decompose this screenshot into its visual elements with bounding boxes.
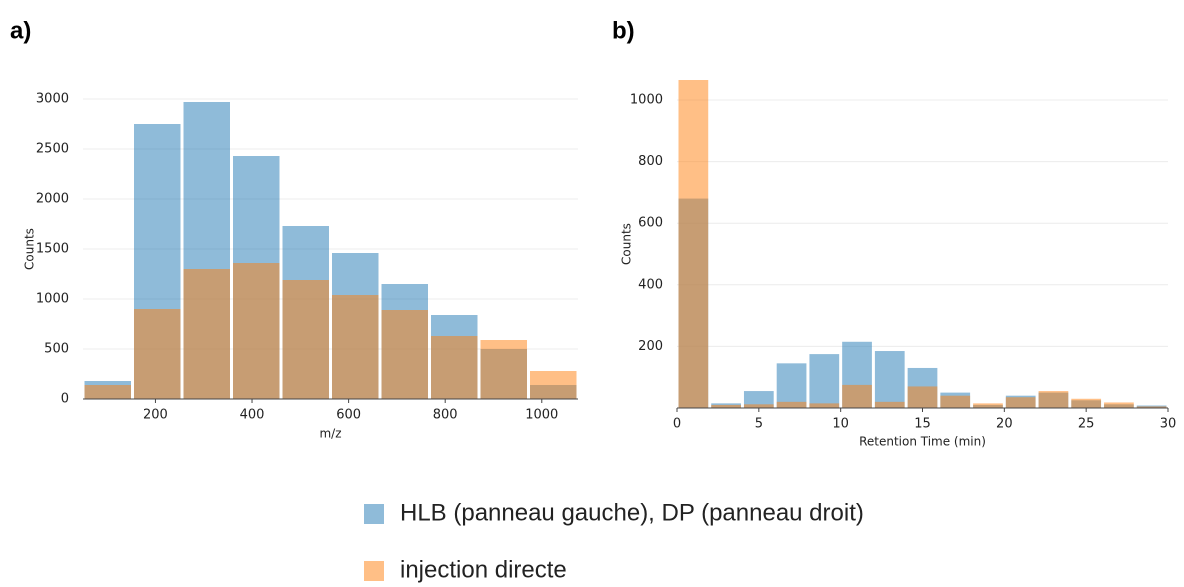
x-tick-label: 5 xyxy=(755,417,763,432)
y-tick-label: 3000 xyxy=(36,92,69,107)
legend-swatch xyxy=(364,561,384,581)
bar xyxy=(282,280,329,399)
x-tick-label: 800 xyxy=(433,408,458,423)
bar xyxy=(809,354,840,408)
bar xyxy=(1104,402,1134,408)
bar xyxy=(973,403,1003,408)
panel-label: a) xyxy=(10,17,31,44)
x-tick-label: 200 xyxy=(143,408,168,423)
bar xyxy=(809,403,840,408)
bar xyxy=(1071,398,1102,408)
x-tick-label: 0 xyxy=(673,417,681,432)
bar xyxy=(1136,406,1167,408)
x-tick-label: 10 xyxy=(832,417,849,432)
y-tick-label: 500 xyxy=(44,342,69,357)
y-tick-label: 600 xyxy=(638,216,663,231)
x-tick-label: 30 xyxy=(1160,417,1177,432)
panel-label: b) xyxy=(612,17,635,44)
bar xyxy=(84,385,131,399)
legend-label: HLB (panneau gauche), DP (panneau droit) xyxy=(400,499,864,526)
y-tick-label: 2000 xyxy=(36,192,69,207)
bar xyxy=(711,404,741,408)
bar xyxy=(743,391,774,408)
x-tick-label: 20 xyxy=(996,417,1013,432)
y-tick-label: 800 xyxy=(638,154,663,169)
bar xyxy=(743,404,774,408)
bar xyxy=(134,309,181,399)
y-tick-label: 200 xyxy=(638,339,663,354)
x-tick-label: 25 xyxy=(1078,417,1095,432)
x-tick-label: 15 xyxy=(914,417,931,432)
bar xyxy=(233,263,280,399)
y-tick-label: 1000 xyxy=(630,93,663,108)
bar xyxy=(1005,397,1036,408)
bar xyxy=(431,336,478,399)
y-tick-label: 400 xyxy=(638,277,663,292)
x-axis-label: m/z xyxy=(319,427,341,441)
bar xyxy=(776,401,807,408)
bar xyxy=(874,351,905,408)
bar xyxy=(381,310,428,399)
bar xyxy=(776,363,807,408)
legend-swatch xyxy=(364,504,384,524)
x-axis-label: Retention Time (min) xyxy=(859,435,986,449)
bar xyxy=(480,340,527,399)
bar xyxy=(332,295,379,399)
bar xyxy=(183,269,230,399)
legend-label: injection directe xyxy=(400,556,567,583)
bar xyxy=(874,401,905,408)
bar xyxy=(1038,391,1069,408)
x-tick-label: 400 xyxy=(240,408,265,423)
y-tick-label: 2500 xyxy=(36,142,69,157)
y-axis-label: Counts xyxy=(23,228,37,270)
bar xyxy=(940,395,971,408)
bar xyxy=(842,384,872,408)
bar xyxy=(530,371,577,399)
x-tick-label: 600 xyxy=(336,408,361,423)
bar xyxy=(907,386,938,408)
x-tick-label: 1000 xyxy=(525,408,558,423)
y-tick-label: 1500 xyxy=(36,242,69,257)
y-axis-label: Counts xyxy=(620,223,634,265)
y-tick-label: 1000 xyxy=(36,292,69,307)
y-tick-label: 0 xyxy=(61,392,69,407)
bar xyxy=(678,80,709,408)
